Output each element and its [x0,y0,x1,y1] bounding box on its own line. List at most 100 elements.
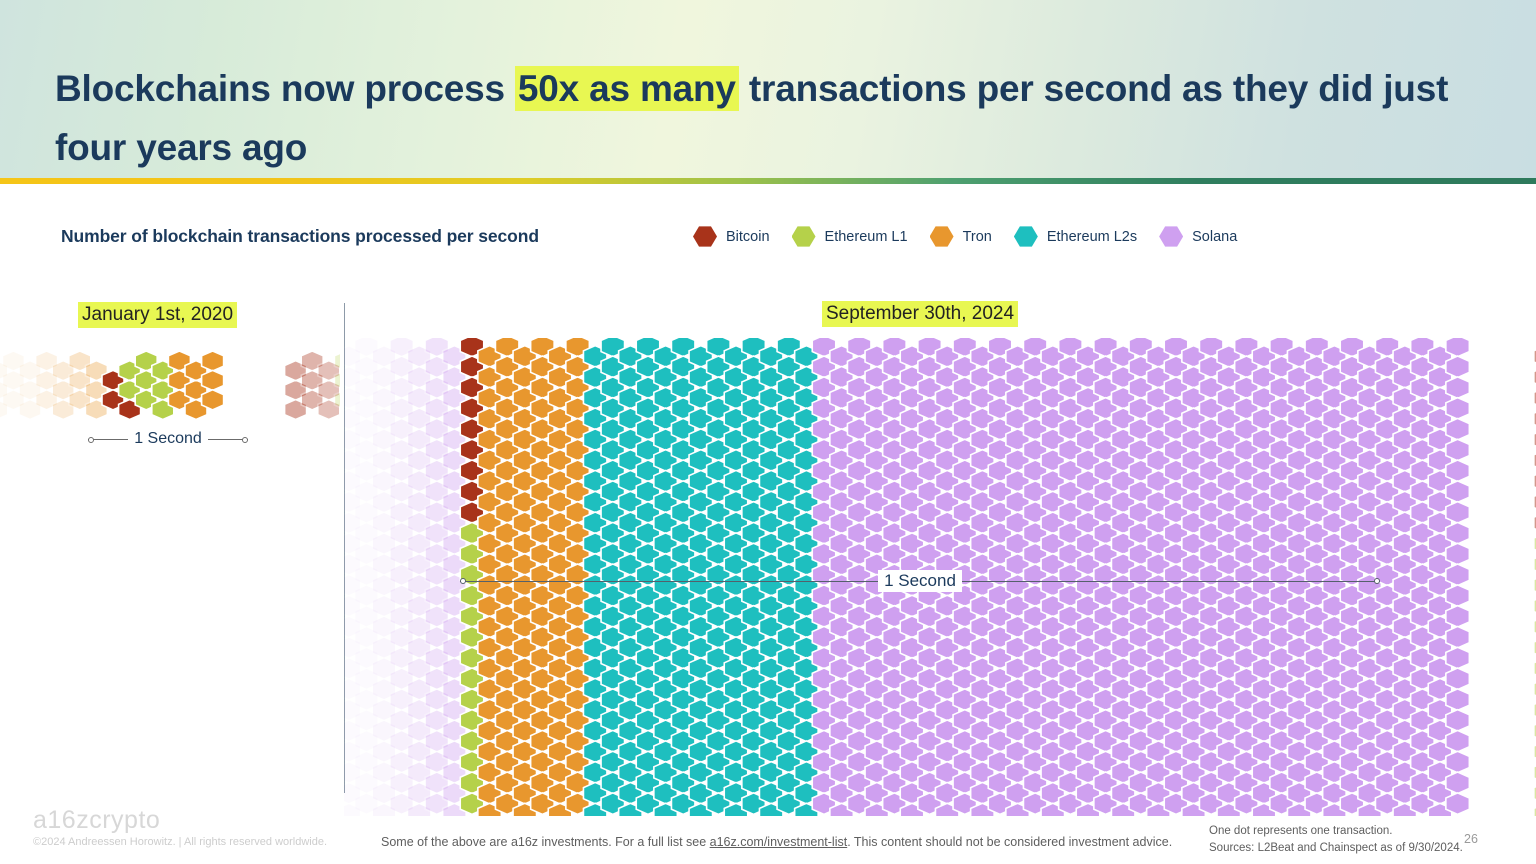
hex-cell-ghost-left [18,379,42,401]
legend-item-label: Ethereum L2s [1046,228,1138,245]
hex-cell-ghost-left [406,427,432,452]
hex-cell-ghost-ethereum-l1 [1533,619,1536,635]
hex-cell-ghost-left [371,760,397,785]
hexagon-icon [693,226,717,247]
hex-cell-ghost-left [353,438,379,462]
slide-header: Blockchains now process 50x as many tran… [0,0,1536,178]
legend-item-ethereum-l1[interactable]: Ethereum L1 [791,226,908,247]
hex-cell-ghost-bitcoin [1533,411,1536,427]
date-label-2020: January 1st, 2020 [78,302,238,328]
hex-cell-ghost-left [406,552,432,577]
hex-cell-ghost-left [406,573,432,597]
hex-cell-ghost-left [353,625,379,649]
hex-cell-ghost-left [406,781,432,805]
hex-cell-tron [200,388,225,411]
hex-cell-ghost-left [424,625,450,649]
hex-cell-ghost-bitcoin [1533,432,1536,448]
hex-cell-ghost-left [424,583,450,608]
hex-cell-ghost-left [424,604,450,629]
footer-disclaimer: Some of the above are a16z investments. … [381,835,1172,849]
hex-cell-ghost-left [344,719,362,743]
hex-cell-ghost-ethereum-l1 [1533,806,1536,816]
hexagon-icon [1013,226,1038,247]
hex-cell-ghost-left [371,573,397,597]
hex-cell-ghost-left [406,698,432,722]
hex-cell-solana [1445,542,1471,566]
hex-cell-ghost-left [344,573,362,597]
hexagon-icon [929,226,954,247]
hex-cell-ghost-left [371,407,397,431]
hex-cell-ghost-left [68,388,92,411]
hex-cell-ghost-bitcoin [1533,452,1536,468]
hex-cell-ghost-left [353,417,379,441]
hex-cell-solana [1445,375,1471,400]
hex-cell-ghost-left [344,344,362,369]
legend-item-tron[interactable]: Tron [929,226,992,247]
legend-item-solana[interactable]: Solana [1159,226,1237,247]
hex-cell-ghost-left [406,448,432,473]
hex-cell-solana [1445,563,1471,587]
hex-cell-ghost-left [51,379,75,401]
hex-cell-ghost-left [406,739,432,764]
hex-cell-ghost-right [316,359,340,382]
hex-cell-ghost-left [353,500,379,525]
hex-cell-ghost-left [18,359,42,382]
hex-cell-solana [1445,417,1471,441]
hex-cell-ghost-left [371,615,397,639]
date-label-2024: September 30th, 2024 [822,301,1019,327]
legend-item-label: Tron [962,228,992,245]
a16zcrypto-logo: a16zcrypto [33,806,161,834]
hex-cell-ghost-left [406,386,432,410]
hex-cell-solana [1445,338,1471,358]
legend-item-label: Bitcoin [726,228,770,245]
hex-cell-solana [1445,771,1471,795]
hex-cell-ghost-left [389,355,415,379]
hex-cell-solana [1445,500,1471,525]
hex-cell-ghost-left [344,552,362,577]
title-text-after: transactions per second as they did just… [55,67,1449,168]
hex-cell-ghost-left [353,708,379,733]
hex-cell-ghost-left [424,708,450,733]
hex-cell-ghost-left [34,369,59,392]
hex-cell-ghost-left [344,386,362,410]
hex-cell-ghost-right [300,350,325,372]
hex-cell-solana [1445,791,1471,816]
hex-cell-ghost-right [333,371,340,389]
hex-cell-solana [1445,438,1471,462]
hex-cell-solana [1445,583,1471,608]
hex-cluster-2020 [0,342,340,422]
hex-cell-ghost-left [353,521,379,545]
hex-cell-ghost-left [389,791,415,816]
hex-cell-ghost-left [353,667,379,691]
hex-cell-ghost-left [344,407,362,431]
hex-cell-ghost-left [371,656,397,681]
hex-cell-ghost-left [424,417,450,441]
one-second-scale-2020: 1 Second [88,430,249,448]
hex-cell-ghost-left [424,396,450,421]
hex-cell-ghost-bitcoin [1533,515,1536,531]
hex-cell-ghost-left [389,338,415,358]
legend-item-bitcoin[interactable]: Bitcoin [693,226,770,247]
hex-grid [0,350,340,421]
hex-cell-ghost-left [406,490,432,514]
hex-cell-ghost-left [371,365,397,389]
disclaimer-text-after: . This content should not be considered … [847,835,1173,849]
hex-cell-ghost-left [353,646,379,670]
hex-cell-ghost-right [283,398,308,421]
hex-cell-ghost-left [371,386,397,410]
investment-list-link[interactable]: a16z.com/investment-list [709,835,848,849]
legend-item-ethereum-l2s[interactable]: Ethereum L2s [1013,226,1138,247]
hex-cell-ghost-left [344,656,362,681]
hex-cell-solana [1445,667,1471,691]
hex-cell-ghost-left [406,802,432,816]
hex-cell-ghost-left [371,344,397,369]
scale-line-right-2020 [207,436,249,443]
hex-cell-ghost-left [406,635,432,660]
hex-cell-ghost-left [51,359,75,382]
hex-cell-ghost-left [371,698,397,722]
hex-cell-ghost-left [68,369,92,392]
hex-cell-ghost-left [344,427,362,452]
hex-cell-ghost-left [406,719,432,743]
hex-cell-ghost-left [344,760,362,785]
hex-cell-ghost-right [283,379,308,401]
